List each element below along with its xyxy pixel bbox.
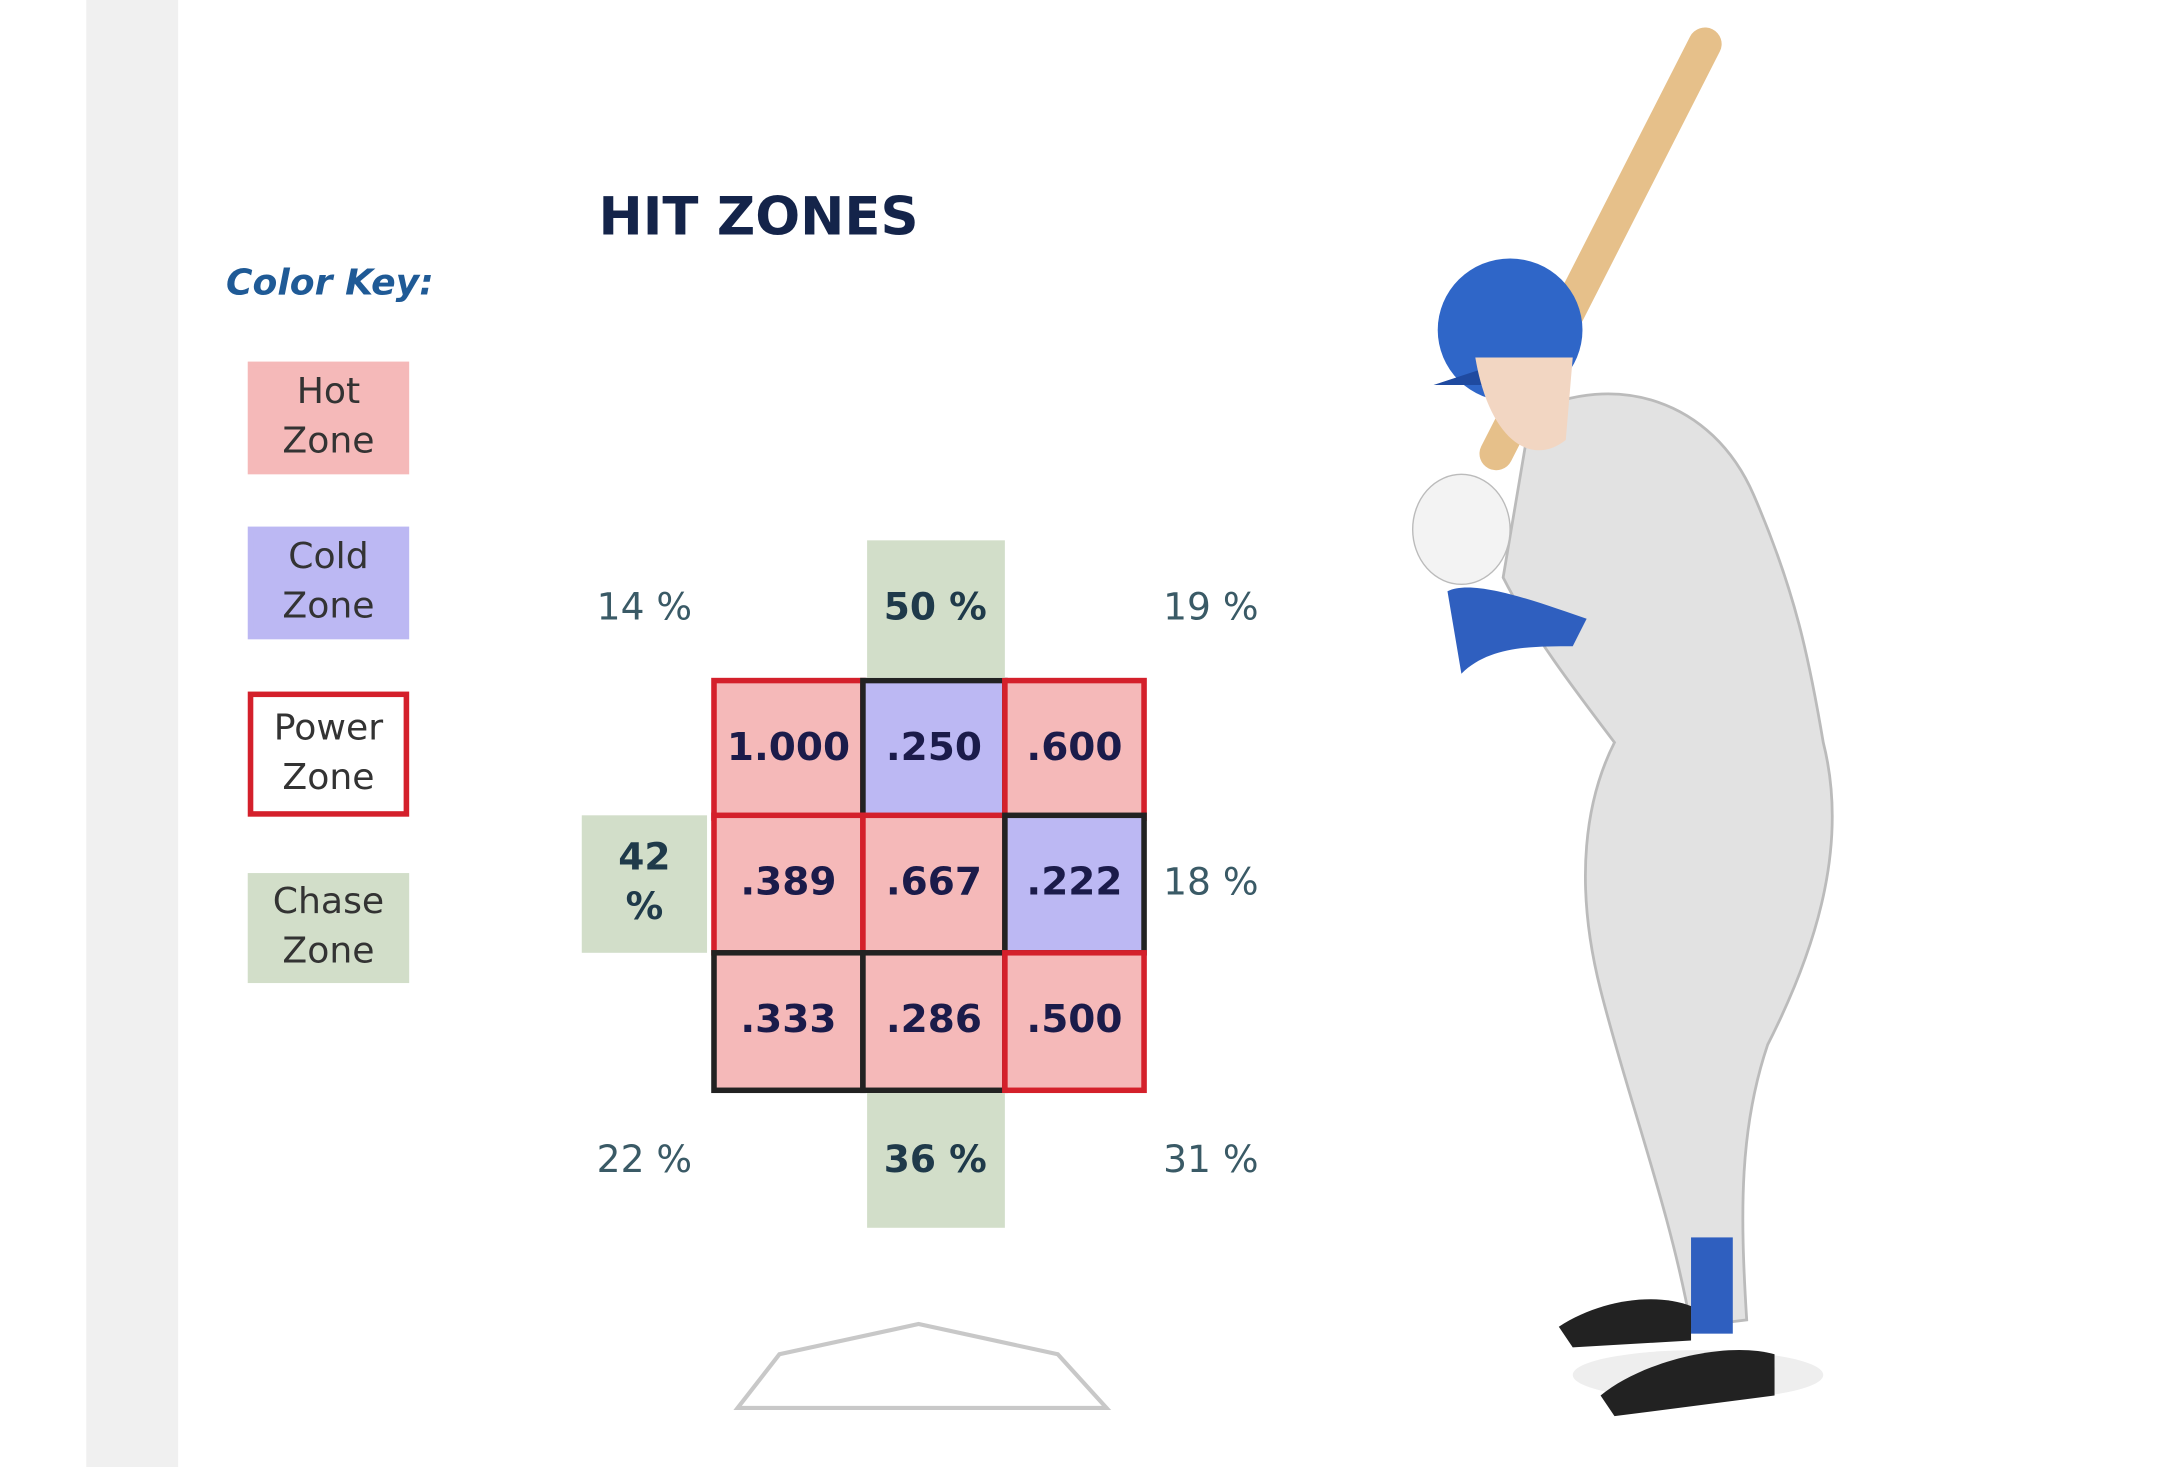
key-swatch [247, 691, 410, 817]
key-swatch [247, 361, 410, 475]
zone-cell [711, 677, 866, 821]
title: HIT ZONES [598, 187, 918, 248]
key-label: Zone [282, 421, 374, 462]
key-label: Zone [282, 586, 374, 627]
zone-value: 1.000 [727, 725, 850, 770]
outside-percent: 19 % [1163, 585, 1258, 629]
key-label: Power [274, 708, 384, 749]
key-label: Zone [282, 757, 374, 798]
side-stripe [86, 0, 179, 1467]
zone-cell [860, 950, 1008, 1094]
key-label: Zone [282, 931, 374, 972]
home-plate [733, 1321, 1112, 1410]
key-label: Chase [273, 881, 384, 922]
zone-value: .600 [1026, 725, 1122, 770]
outside-percent: % [626, 884, 664, 928]
outside-percent: 22 % [597, 1137, 692, 1181]
canvas: HIT ZONES Color Key: Hot Zone Cold Zone Power Z… [86, 0, 1834, 1467]
outside-percent: 18 % [1163, 860, 1258, 904]
zone-value: .250 [886, 725, 982, 770]
zone-cell [1002, 812, 1147, 956]
chase-zone [581, 815, 708, 953]
zone-cell [860, 812, 1008, 956]
zone-cell [1002, 950, 1147, 1094]
outside-percent: 50 % [884, 585, 987, 629]
batter-illustration [1411, 27, 1834, 1417]
outside-percent: 14 % [597, 585, 692, 629]
zone-value: .500 [1026, 997, 1122, 1042]
chase-zone [867, 1093, 1005, 1228]
key-label: Hot [297, 371, 361, 412]
chase-zone [867, 540, 1005, 678]
outside-percent: 42 [618, 835, 670, 879]
zone-value: .667 [886, 860, 982, 905]
zone-value: .222 [1026, 860, 1122, 905]
zone-cell [1002, 677, 1147, 821]
zone-value: .389 [740, 860, 836, 905]
key-label: Cold [288, 536, 368, 577]
color-key-label: Color Key: [226, 263, 434, 304]
key-swatch [247, 873, 410, 984]
zone-cell [711, 950, 866, 1094]
outside-percent: 31 % [1163, 1137, 1258, 1181]
outside-percent: 36 % [884, 1137, 987, 1181]
zone-value: .286 [886, 997, 982, 1042]
key-swatch [247, 526, 410, 640]
zone-value: .333 [740, 997, 836, 1042]
